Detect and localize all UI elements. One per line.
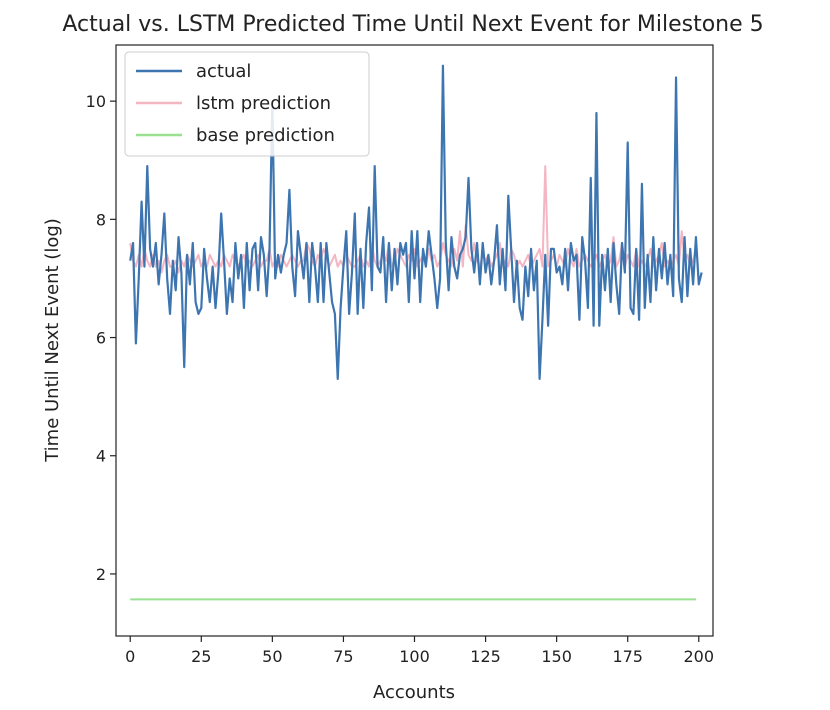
- x-axis-label: Accounts: [373, 682, 455, 703]
- x-tick-label-0: 0: [125, 647, 135, 666]
- y-tick-label-2: 2: [96, 565, 106, 584]
- x-tick-label-150: 150: [541, 647, 572, 666]
- x-tick-label-175: 175: [612, 647, 643, 666]
- x-tick-label-200: 200: [684, 647, 715, 666]
- y-axis-label: Time Until Next Event (log): [42, 218, 63, 463]
- x-tick-label-125: 125: [470, 647, 501, 666]
- x-axis: 0 25 50 75 100 125 150 175 200: [125, 636, 714, 666]
- x-tick-label-25: 25: [191, 647, 211, 666]
- legend: actual lstm prediction base prediction: [124, 51, 370, 157]
- legend-box: [124, 51, 370, 157]
- x-tick-label-50: 50: [262, 647, 282, 666]
- legend-label-actual: actual: [196, 61, 251, 82]
- series-layer: [129, 64, 703, 601]
- legend-label-base-prediction: base prediction: [196, 125, 335, 146]
- y-tick-label-6: 6: [96, 329, 106, 348]
- y-tick-label-4: 4: [96, 447, 106, 466]
- legend-label-lstm-prediction: lstm prediction: [196, 93, 331, 114]
- x-tick-label-100: 100: [399, 647, 430, 666]
- y-tick-label-8: 8: [96, 210, 106, 229]
- x-tick-label-75: 75: [333, 647, 353, 666]
- series-line-actual: [129, 64, 703, 381]
- y-axis: 2 4 6 8 10: [86, 92, 116, 584]
- y-tick-label-10: 10: [86, 92, 106, 111]
- chart-title: Actual vs. LSTM Predicted Time Until Nex…: [62, 12, 763, 37]
